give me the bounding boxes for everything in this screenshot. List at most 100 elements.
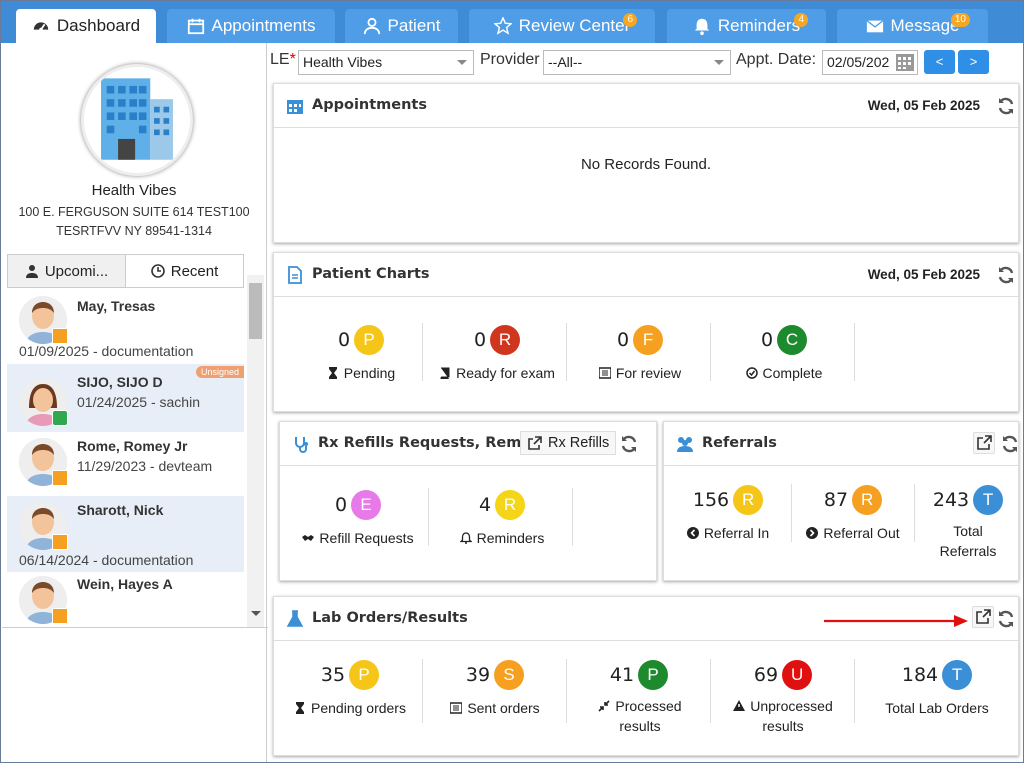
stat-referral-out-count: 87 bbox=[823, 489, 849, 511]
stat-complete[interactable]: 0 C Complete bbox=[712, 325, 856, 383]
patient-name: Sharott, Nick bbox=[77, 502, 164, 518]
stat-unprocessed-letter: U bbox=[782, 660, 813, 690]
stat-ready-for-exam[interactable]: 0 R Ready for exam bbox=[424, 325, 570, 383]
stat-pending-orders[interactable]: 35 P Pending orders bbox=[278, 660, 422, 718]
stat-complete-letter: C bbox=[777, 325, 808, 355]
main-tab-bar: Dashboard Appointments Patient Review Ce… bbox=[1, 1, 1023, 43]
red-arrow-annotation bbox=[824, 615, 968, 627]
compress-icon bbox=[598, 700, 610, 712]
referrals-panel: Referrals 156 R Referral In 87 R Referral Ou… bbox=[663, 421, 1019, 581]
divider bbox=[791, 484, 792, 542]
divider bbox=[854, 323, 855, 381]
provider-label: Provider bbox=[480, 51, 540, 68]
lab-orders-header: Lab Orders/Results bbox=[274, 597, 1018, 641]
message-badge: 10 bbox=[950, 13, 970, 27]
tab-recent[interactable]: Recent bbox=[126, 255, 243, 287]
patient-status-icon bbox=[52, 470, 68, 486]
tab-patient[interactable]: Patient bbox=[345, 9, 458, 43]
stat-processed-results[interactable]: 41 P Processed results bbox=[568, 660, 710, 736]
stat-total-referrals-count: 243 bbox=[932, 489, 970, 511]
patient-list-item[interactable]: Sharott, Nick 06/14/2024 - documentation bbox=[7, 496, 244, 572]
stat-total-referrals-letter: T bbox=[973, 485, 1004, 515]
appt-date-input[interactable]: 02/05/202 bbox=[822, 50, 918, 75]
patient-list-item[interactable]: May, Tresas 01/09/2025 - documentation bbox=[7, 288, 244, 364]
left-sidebar: Health Vibes 100 E. FERGUSON SUITE 614 T… bbox=[1, 43, 268, 762]
refresh-icon[interactable] bbox=[996, 609, 1016, 629]
rx-refills-header: Rx Refills Requests, Remi... Rx Refills bbox=[280, 422, 656, 466]
scroll-down-arrow-icon[interactable] bbox=[251, 611, 261, 621]
stat-complete-label: Complete bbox=[762, 365, 823, 381]
sidebar-empty-area bbox=[2, 627, 268, 762]
stat-review-label: For review bbox=[615, 365, 682, 381]
stat-total-lab-orders[interactable]: 184 T Total Lab Orders bbox=[854, 660, 1020, 718]
lab-orders-title: Lab Orders/Results bbox=[312, 610, 468, 626]
calendar-grid-icon[interactable] bbox=[896, 54, 914, 71]
lab-orders-open-button[interactable] bbox=[972, 606, 994, 628]
tab-dashboard-label: Dashboard bbox=[56, 16, 141, 35]
appt-date-value: 02/05/202 bbox=[827, 54, 890, 70]
appointments-date: Wed, 05 Feb 2025 bbox=[867, 98, 980, 113]
stat-unprocessed-results[interactable]: 69 U Unprocessed results bbox=[712, 660, 854, 736]
tab-upcoming[interactable]: Upcomi... bbox=[8, 255, 126, 287]
clinic-name: Health Vibes bbox=[91, 182, 177, 199]
patient-list-item[interactable]: Rome, Romey Jr 11/29/2023 - devteam bbox=[7, 432, 244, 492]
tab-appointments-label: Appointments bbox=[211, 16, 316, 35]
refresh-icon[interactable] bbox=[996, 265, 1016, 285]
list-alt-icon bbox=[449, 702, 464, 714]
review-center-badge: 6 bbox=[623, 13, 637, 27]
recent-patient-list: May, Tresas 01/09/2025 - documentation U… bbox=[7, 288, 244, 626]
reminders-badge: 4 bbox=[794, 13, 808, 27]
refresh-icon[interactable] bbox=[619, 434, 639, 454]
referrals-open-button[interactable] bbox=[973, 432, 995, 454]
rx-refills-button[interactable]: Rx Refills bbox=[520, 431, 617, 455]
stat-reminders-letter: R bbox=[495, 490, 526, 520]
book-icon bbox=[440, 367, 450, 380]
stat-total-referrals[interactable]: 243 T Total Referrals bbox=[916, 485, 1020, 561]
stat-for-review[interactable]: 0 F For review bbox=[568, 325, 712, 383]
scrollbar-thumb[interactable] bbox=[249, 283, 262, 339]
referrals-title: Referrals bbox=[702, 435, 777, 451]
tab-dashboard[interactable]: Dashboard bbox=[16, 9, 156, 43]
le-select[interactable]: Health Vibes bbox=[298, 50, 474, 75]
stat-review-count: 0 bbox=[616, 329, 630, 351]
tab-appointments[interactable]: Appointments bbox=[167, 9, 335, 43]
stat-referral-out-letter: R bbox=[852, 485, 883, 515]
patient-list-item[interactable]: Unsigned SIJO, SIJO D 01/24/2025 - sachi… bbox=[7, 364, 244, 432]
patient-list-item[interactable]: Wein, Hayes A bbox=[7, 572, 244, 626]
external-link-icon bbox=[528, 435, 542, 450]
stat-reminders-label: Reminders bbox=[476, 530, 545, 546]
tab-review-center[interactable]: Review Center 6 bbox=[469, 9, 655, 43]
tab-message[interactable]: Message 10 bbox=[837, 9, 988, 43]
stat-reminders[interactable]: 4 R Reminders bbox=[430, 490, 574, 548]
stat-referral-out[interactable]: 87 R Referral Out bbox=[792, 485, 914, 543]
stat-refill-requests[interactable]: 0 E Refill Requests bbox=[286, 490, 430, 548]
stat-processed-label: Processed results bbox=[615, 698, 682, 734]
bell-icon bbox=[694, 18, 710, 35]
refresh-icon[interactable] bbox=[1000, 434, 1020, 454]
stat-referral-in[interactable]: 156 R Referral In bbox=[666, 485, 790, 543]
next-date-button[interactable]: > bbox=[958, 50, 989, 74]
patient-charts-date: Wed, 05 Feb 2025 bbox=[867, 267, 980, 282]
users-icon bbox=[677, 437, 693, 452]
stat-sent-orders[interactable]: 39 S Sent orders bbox=[424, 660, 566, 718]
patient-visit-detail: 11/29/2023 - devteam bbox=[77, 458, 213, 474]
stat-refill-label: Refill Requests bbox=[319, 530, 414, 546]
stat-pending[interactable]: 0 P Pending bbox=[288, 325, 434, 383]
stat-pending-label: Pending bbox=[343, 365, 396, 381]
flask-icon bbox=[286, 610, 304, 627]
patient-visit-detail: 06/14/2024 - documentation bbox=[19, 552, 194, 568]
stat-referral-out-label: Referral Out bbox=[823, 525, 900, 541]
appointments-panel: Appointments Wed, 05 Feb 2025 No Records… bbox=[273, 83, 1019, 243]
provider-select[interactable]: --All-- bbox=[543, 50, 731, 75]
prev-date-button[interactable]: < bbox=[924, 50, 955, 74]
hourglass-icon bbox=[296, 702, 305, 714]
calendar-icon bbox=[187, 18, 204, 35]
tab-reminders[interactable]: Reminders 4 bbox=[667, 9, 826, 43]
stat-sent-orders-count: 39 bbox=[465, 664, 491, 686]
patient-list-scrollbar[interactable] bbox=[247, 275, 264, 627]
appt-date-label: Appt. Date: bbox=[736, 51, 817, 68]
patient-name: SIJO, SIJO D bbox=[77, 374, 163, 390]
arrow-circle-left-icon bbox=[686, 527, 699, 539]
divider bbox=[710, 323, 711, 381]
refresh-icon[interactable] bbox=[996, 96, 1016, 116]
